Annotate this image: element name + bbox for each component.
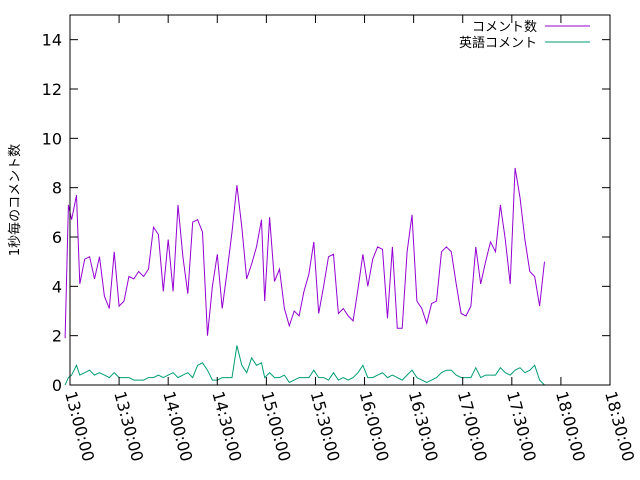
y-tick-label: 0 xyxy=(52,376,62,395)
plot-frame xyxy=(69,14,611,386)
y-tick-label: 14 xyxy=(42,31,62,50)
series-line-1 xyxy=(64,167,545,339)
series-line-2 xyxy=(64,345,545,386)
y-tick-label: 2 xyxy=(52,327,62,346)
y-tick-label: 6 xyxy=(52,228,62,247)
plot-lines xyxy=(64,167,545,386)
y-axis-label: 1秒毎のコメント数 xyxy=(7,144,23,256)
legend-label-1: コメント数 xyxy=(472,20,537,35)
y-tick-label: 4 xyxy=(52,277,62,296)
legend-label-2: 英語コメント xyxy=(459,35,537,51)
y-tick-label: 10 xyxy=(42,129,62,148)
y-tick-label: 8 xyxy=(52,179,62,198)
y-tick-label: 12 xyxy=(42,80,62,99)
y-axis-ticks: 0 2 4 6 8 10 12 14 xyxy=(42,31,610,395)
